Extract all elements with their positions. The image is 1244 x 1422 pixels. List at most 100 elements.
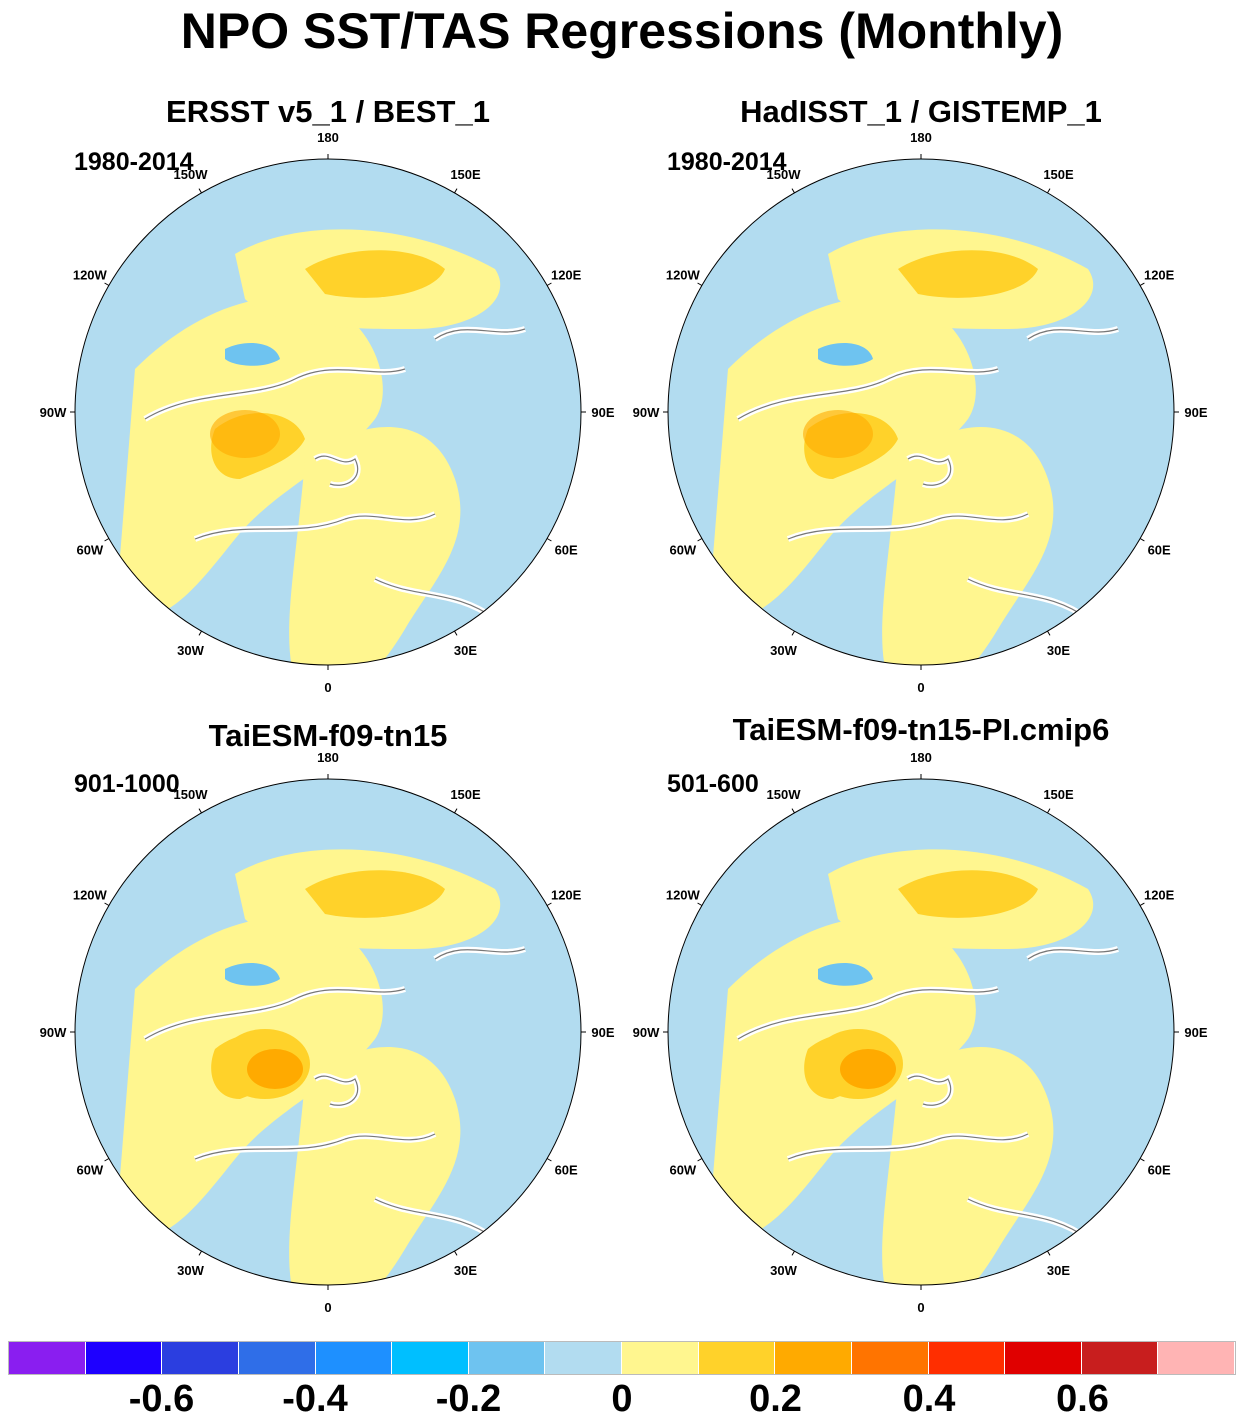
longitude-label: 0	[324, 1300, 331, 1315]
coastline	[907, 1075, 952, 1106]
anomaly-region	[289, 1047, 461, 1285]
coastline	[907, 455, 952, 486]
coastline	[314, 1075, 359, 1106]
polar-map: 180 150E 120E 90E 60E 30E 0 30W 60W 90W 120W 150W	[40, 750, 615, 1315]
longitude-label: 30E	[454, 1263, 477, 1278]
longitude-label: 30W	[770, 1263, 797, 1278]
longitude-label: 150W	[767, 167, 802, 182]
longitude-label: 150E	[450, 787, 481, 802]
longitude-label: 60W	[669, 543, 696, 558]
coastline	[787, 513, 1029, 540]
map-panel-taiesm-pi: TaiESM-f09-tn15-PI.cmip6 501-600 180 150E…	[633, 710, 1208, 1330]
anomaly-region	[882, 1047, 1054, 1285]
longitude-label: 0	[917, 1300, 924, 1315]
coastline	[1027, 328, 1119, 340]
anomaly-region	[305, 250, 445, 298]
longitude-label: 90W	[40, 405, 67, 420]
colorbar-tick-label: -0.2	[435, 1378, 502, 1420]
coastline	[194, 513, 436, 540]
colorbar-box	[698, 1342, 776, 1374]
longitude-label: 30W	[770, 643, 797, 658]
longitude-label: 120E	[1144, 268, 1175, 283]
colorbar-tick-label: 0.4	[902, 1378, 956, 1420]
colorbar-box	[622, 1342, 699, 1374]
longitude-label: 0	[917, 680, 924, 695]
colorbar-tick-label: 0	[611, 1378, 633, 1420]
coastline	[737, 988, 999, 1040]
longitude-label: 30E	[1047, 1263, 1070, 1278]
longitude-label: 120W	[73, 888, 108, 903]
panel-title: TaiESM-f09-tn15-PI.cmip6	[732, 712, 1110, 747]
coastline	[434, 948, 526, 960]
coastline	[144, 368, 406, 420]
longitude-label: 30W	[177, 643, 204, 658]
colorbar-box	[468, 1342, 546, 1374]
anomaly-field	[708, 849, 1139, 1285]
longitude-label: 90E	[591, 405, 614, 420]
colorbar-box	[315, 1342, 393, 1374]
colorbar-box	[1081, 1342, 1159, 1374]
longitude-label: 150W	[174, 787, 209, 802]
longitude-label: 60E	[1148, 1163, 1171, 1178]
coastline	[194, 1133, 436, 1160]
anomaly-region	[247, 1049, 303, 1089]
map-panel-ersst-best: ERSST v5_1 / BEST_1 1980-2014 180 150E 120…	[40, 90, 615, 710]
panel-period: 901-1000	[74, 770, 180, 798]
longitude-label: 150W	[767, 787, 802, 802]
coastline	[314, 455, 359, 486]
coastline	[737, 368, 999, 420]
longitude-label: 60W	[76, 1163, 103, 1178]
map-panel-hadisst-gistemp: HadISST_1 / GISTEMP_1 1980-2014 180 150E 1…	[633, 90, 1208, 710]
anomaly-region	[898, 250, 1038, 298]
polar-map: 180 150E 120E 90E 60E 30E 0 30W 60W 90W 120W 150W	[40, 130, 615, 695]
longitude-label: 90E	[1184, 1025, 1207, 1040]
colorbar-box	[1158, 1342, 1235, 1374]
anomaly-region	[898, 870, 1038, 918]
colorbar-box	[162, 1342, 239, 1374]
anomaly-region	[818, 963, 873, 986]
polar-map: 180 150E 120E 90E 60E 30E 0 30W 60W 90W 120W 150W	[633, 750, 1208, 1315]
coastline	[434, 328, 526, 340]
anomaly-field	[115, 849, 546, 1285]
longitude-label: 60W	[76, 543, 103, 558]
longitude-label: 30W	[177, 1263, 204, 1278]
longitude-label: 120W	[73, 268, 108, 283]
colorbar-box	[851, 1342, 929, 1374]
longitude-label: 180	[317, 130, 339, 145]
anomaly-region	[225, 343, 280, 366]
longitude-label: 150W	[174, 167, 209, 182]
panel-period: 1980-2014	[74, 148, 194, 176]
colorbar-box	[775, 1342, 852, 1374]
longitude-label: 120E	[1144, 888, 1175, 903]
longitude-label: 90W	[633, 405, 660, 420]
anomaly-region	[840, 1049, 896, 1089]
longitude-label: 120W	[666, 888, 701, 903]
map-panel-taiesm: TaiESM-f09-tn15 901-1000 180 150E 120E 90E 6…	[40, 710, 615, 1330]
longitude-label: 150E	[1043, 167, 1074, 182]
colorbar	[8, 1341, 1236, 1375]
longitude-label: 60E	[555, 1163, 578, 1178]
longitude-label: 120W	[666, 268, 701, 283]
panel-title: TaiESM-f09-tn15	[208, 718, 448, 753]
longitude-label: 180	[910, 750, 932, 765]
longitude-label: 0	[324, 680, 331, 695]
anomaly-region	[225, 963, 280, 986]
anomaly-field	[708, 229, 1139, 665]
colorbar-tick-label: -0.6	[128, 1378, 195, 1420]
coastline	[144, 988, 406, 1040]
figure-title: NPO SST/TAS Regressions (Monthly)	[180, 3, 1064, 59]
longitude-label: 60E	[555, 543, 578, 558]
longitude-label: 180	[910, 130, 932, 145]
panel-period: 501-600	[667, 770, 759, 798]
colorbar-box	[1005, 1342, 1082, 1374]
colorbar-tick-label: 0.6	[1056, 1378, 1109, 1420]
longitude-label: 150E	[1043, 787, 1074, 802]
panel-title: HadISST_1 / GISTEMP_1	[740, 94, 1102, 129]
colorbar-box	[85, 1342, 163, 1374]
panel-title: ERSST v5_1 / BEST_1	[166, 94, 490, 129]
polar-map: 180 150E 120E 90E 60E 30E 0 30W 60W 90W 120W 150W	[633, 130, 1208, 695]
anomaly-region	[803, 410, 873, 458]
longitude-label: 150E	[450, 167, 481, 182]
colorbar-box	[928, 1342, 1006, 1374]
anomaly-region	[289, 427, 461, 665]
